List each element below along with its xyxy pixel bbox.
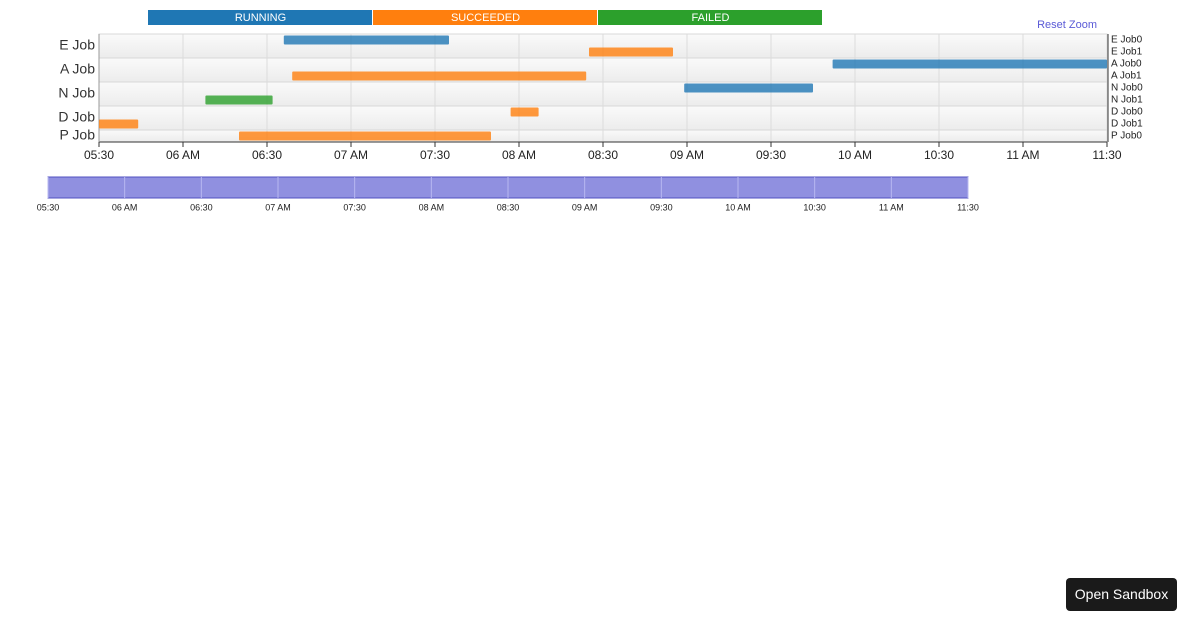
mini-tick-label: 07:30 (343, 202, 366, 212)
x-tick-label: 09 AM (670, 148, 704, 162)
x-tick-label: 10 AM (838, 148, 872, 162)
x-tick-label: 05:30 (84, 148, 114, 162)
group-label: E Job (59, 37, 95, 53)
task-label: A Job1 (1111, 71, 1142, 82)
task-label: A Job0 (1111, 59, 1142, 70)
mini-tick-label: 11 AM (879, 202, 904, 212)
task-bar (684, 83, 813, 93)
group-label: N Job (58, 85, 95, 101)
task-bar (832, 59, 1107, 69)
x-tick-label: 11:30 (1092, 148, 1121, 162)
mini-tick-label: 11:30 (957, 202, 979, 212)
x-tick-label: 07 AM (334, 148, 368, 162)
legend-label[interactable]: SUCCEEDED (451, 12, 520, 24)
open-sandbox-button[interactable]: Open Sandbox (1066, 578, 1177, 611)
mini-tick-label: 08 AM (419, 202, 445, 212)
x-tick-label: 08 AM (502, 148, 536, 162)
task-label: E Job1 (1111, 47, 1143, 58)
x-tick-label: 06:30 (252, 148, 282, 162)
task-label: N Job1 (1111, 95, 1143, 106)
mini-tick-label: 08:30 (497, 202, 520, 212)
x-tick-label: 11 AM (1006, 148, 1039, 162)
legend-swatch[interactable] (148, 10, 372, 25)
x-tick-label: 10:30 (924, 148, 954, 162)
task-bar (283, 35, 449, 45)
task-bar (239, 131, 491, 141)
task-label: D Job1 (1111, 119, 1143, 130)
task-bar (589, 47, 673, 57)
task-bar (292, 71, 587, 81)
task-bar (205, 95, 273, 105)
reset-zoom[interactable]: Reset Zoom (1037, 19, 1097, 31)
mini-tick-label: 06:30 (190, 202, 213, 212)
mini-tick-label: 06 AM (112, 202, 138, 212)
x-tick-label: 07:30 (420, 148, 450, 162)
mini-tick-label: 09:30 (650, 202, 673, 212)
legend-label[interactable]: FAILED (692, 12, 730, 24)
task-label: E Job0 (1111, 35, 1143, 46)
mini-tick-label: 07 AM (265, 202, 291, 212)
group-label: A Job (60, 61, 95, 77)
legend-swatch[interactable] (373, 10, 597, 25)
task-label: D Job0 (1111, 107, 1143, 118)
mini-tick-label: 05:30 (37, 202, 60, 212)
group-label: D Job (58, 109, 95, 125)
legend-label[interactable]: RUNNING (235, 12, 286, 24)
x-tick-label: 09:30 (756, 148, 786, 162)
group-label: P Job (59, 127, 95, 143)
x-tick-label: 08:30 (588, 148, 618, 162)
mini-tick-label: 10 AM (725, 202, 751, 212)
legend-swatch[interactable] (598, 10, 822, 25)
task-label: P Job0 (1111, 131, 1142, 142)
task-label: N Job0 (1111, 83, 1143, 94)
x-tick-label: 06 AM (166, 148, 200, 162)
mini-tick-label: 10:30 (803, 202, 826, 212)
task-bar (510, 107, 539, 117)
mini-tick-label: 09 AM (572, 202, 598, 212)
task-bar (99, 119, 139, 129)
